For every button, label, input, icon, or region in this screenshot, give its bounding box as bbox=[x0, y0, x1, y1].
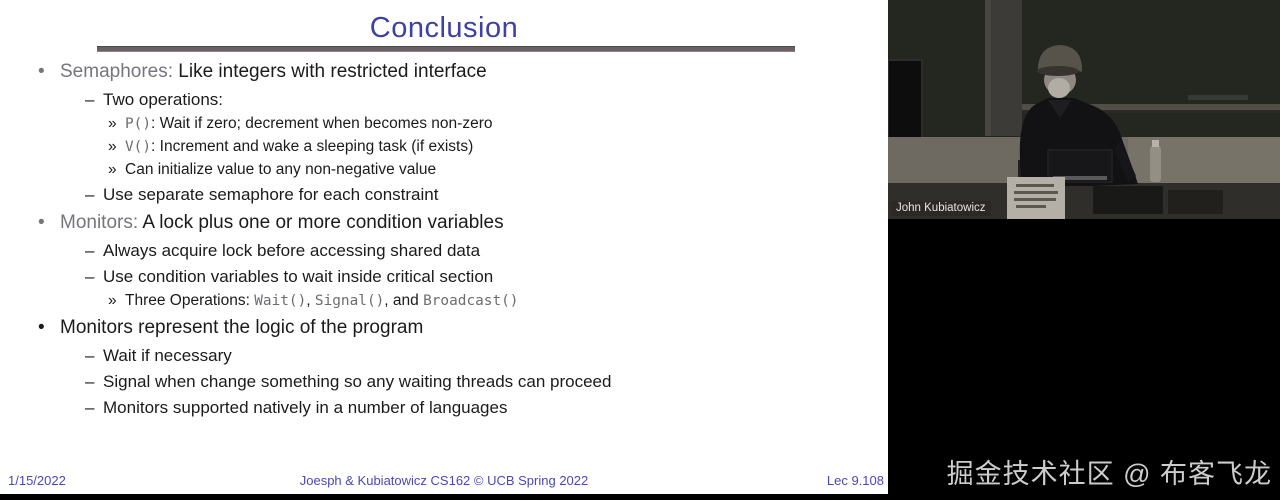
footer-lecture-number: Lec 9.108 bbox=[826, 473, 884, 488]
bullet-text-segment: Two operations: bbox=[103, 90, 224, 109]
slide-bullet-line: » V(): Increment and wake a sleeping task… bbox=[0, 136, 888, 159]
slide-bullet-line: – Monitors supported natively in a number… bbox=[0, 395, 888, 421]
slide-bullet-list: • Semaphores: Like integers with restrict… bbox=[0, 57, 888, 421]
bullet-text-segment: Monitors represent the logic of the prog… bbox=[60, 317, 424, 338]
equipment bbox=[1093, 186, 1163, 214]
slide-bullet-line: – Two operations: bbox=[0, 87, 888, 113]
bullet-text-segment: Monitors: bbox=[60, 212, 139, 233]
bullet-text-segment: Use condition variables to wait inside c… bbox=[103, 267, 494, 286]
footer-date: 1/15/2022 bbox=[8, 473, 66, 488]
bullet-text-segment: : Wait if zero; decrement when becomes n… bbox=[151, 115, 493, 132]
bottom-letterbox-bar bbox=[0, 494, 1280, 500]
bullet-text-segment: , bbox=[306, 292, 315, 309]
bullet-marker: » bbox=[108, 115, 117, 132]
pillar bbox=[985, 0, 1022, 136]
cap-brim bbox=[1037, 66, 1079, 76]
bullet-marker: – bbox=[85, 185, 95, 204]
bullet-marker: » bbox=[108, 161, 117, 178]
bullet-text-segment: Broadcast() bbox=[423, 293, 519, 309]
slide-bullet-line: – Always acquire lock before accessing sh… bbox=[0, 238, 888, 264]
bullet-text-segment: V() bbox=[125, 139, 152, 155]
bullet-text-segment: Three Operations: bbox=[125, 292, 255, 309]
bullet-marker: – bbox=[85, 241, 95, 260]
bullet-marker: – bbox=[85, 346, 95, 365]
bullet-marker: • bbox=[38, 212, 45, 233]
slide-bullet-line: • Monitors: A lock plus one or more condi… bbox=[0, 208, 888, 238]
bullet-text-segment: Signal when change something so any wait… bbox=[103, 372, 612, 391]
slide-bullet-line: – Use condition variables to wait inside … bbox=[0, 264, 888, 290]
slide-bullet-line: » Can initialize value to any non-negativ… bbox=[0, 159, 888, 182]
face-mask bbox=[1048, 78, 1070, 98]
arm bbox=[1114, 140, 1136, 182]
bullet-text-segment: P() bbox=[125, 116, 152, 132]
speaker-name-label: John Kubiatowicz bbox=[891, 201, 991, 216]
desk-sign bbox=[1007, 177, 1065, 219]
bullet-text-segment: Wait() bbox=[254, 293, 307, 309]
slide-bullet-line: • Monitors represent the logic of the pro… bbox=[0, 313, 888, 343]
slide-bullet-line: • Semaphores: Like integers with restrict… bbox=[0, 57, 888, 87]
bullet-text-segment: Signal() bbox=[314, 293, 385, 309]
bullet-marker: – bbox=[85, 267, 95, 286]
water-bottle bbox=[1150, 140, 1161, 182]
watermark-text: 掘金技术社区 @ 布客飞龙 bbox=[946, 459, 1272, 489]
bullet-marker: • bbox=[38, 61, 45, 82]
slide-title: Conclusion bbox=[369, 12, 519, 44]
bullet-text-segment: : Increment and wake a sleeping task (if… bbox=[151, 138, 474, 155]
bullet-text-segment: Use separate semaphore for each constrai… bbox=[103, 185, 439, 204]
bullet-text-segment: Can initialize value to any non-negative… bbox=[125, 161, 437, 178]
slide-bullet-line: » Three Operations: Wait(), Signal(), and… bbox=[0, 290, 888, 313]
slide-bullet-line: » P(): Wait if zero; decrement when becom… bbox=[0, 113, 888, 136]
chalk-tray bbox=[1022, 104, 1280, 110]
bullet-marker: – bbox=[85, 90, 95, 109]
presentation-slide: Conclusion • Semaphores: Like integers wi… bbox=[0, 12, 888, 493]
slide-bullet-line: – Use separate semaphore for each constra… bbox=[0, 182, 888, 208]
video-letterbox bbox=[888, 219, 1280, 500]
bullet-text-segment: Monitors supported natively in a number … bbox=[103, 398, 508, 417]
bullet-text-segment: Semaphores: bbox=[60, 61, 174, 82]
slide-bullet-line: – Signal when change something so any wai… bbox=[0, 369, 888, 395]
bullet-marker: » bbox=[108, 138, 117, 155]
bullet-text-segment: Wait if necessary bbox=[103, 346, 232, 365]
bullet-text-segment: A lock plus one or more condition variab… bbox=[138, 212, 504, 233]
bullet-text-segment: Like integers with restricted interface bbox=[173, 61, 487, 82]
computer-monitor bbox=[888, 59, 923, 139]
title-divider bbox=[97, 46, 795, 52]
footer-course-credit: Joesph & Kubiatowicz CS162 © UCB Spring … bbox=[299, 473, 589, 488]
cap bbox=[1038, 45, 1082, 72]
speaker-video-feed: John Kubiatowicz bbox=[888, 0, 1280, 219]
bullet-text-segment: Always acquire lock before accessing sha… bbox=[103, 241, 481, 260]
laptop bbox=[1047, 149, 1113, 183]
bullet-marker: – bbox=[85, 398, 95, 417]
bullet-marker: » bbox=[108, 292, 117, 309]
slide-footer: 1/15/2022 Joesph & Kubiatowicz CS162 © U… bbox=[0, 473, 888, 493]
bullet-text-segment: , and bbox=[384, 292, 424, 309]
slide-bullet-line: – Wait if necessary bbox=[0, 343, 888, 369]
bullet-marker: – bbox=[85, 372, 95, 391]
bullet-marker: • bbox=[38, 317, 45, 338]
classroom-scene bbox=[888, 0, 1280, 219]
